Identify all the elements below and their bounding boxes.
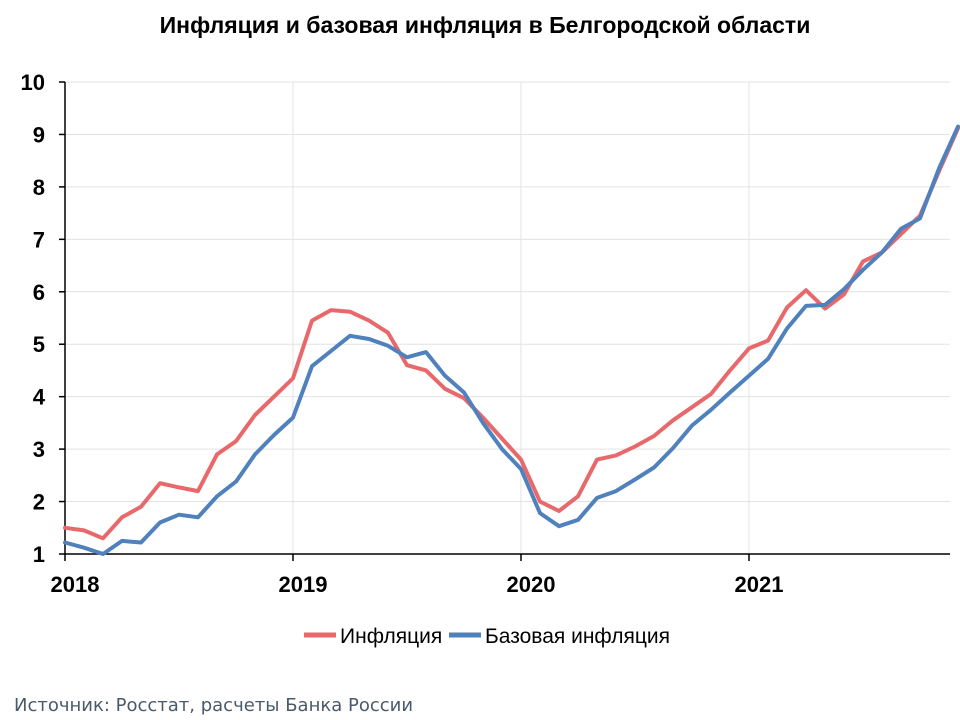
- legend-label-core-inflation: Базовая инфляция: [485, 625, 670, 648]
- y-tick-label: 5: [33, 332, 45, 357]
- y-tick-label: 1: [33, 542, 45, 567]
- y-tick-label: 8: [33, 175, 45, 200]
- x-tick-label: 2018: [51, 572, 100, 597]
- series-line-inflation: [63, 126, 960, 541]
- y-tick-label: 9: [33, 122, 45, 147]
- x-tick-label: 2019: [279, 572, 328, 597]
- series-lines: [63, 124, 960, 556]
- y-tick-label: 7: [33, 227, 45, 252]
- y-tick-label: 10: [21, 70, 45, 95]
- grid: [65, 81, 950, 554]
- axes: [59, 81, 950, 561]
- series-line-core-inflation: [63, 124, 960, 556]
- source-note: Источник: Росстат, расчеты Банка России: [14, 695, 413, 716]
- y-tick-labels: 1 2 3 4 5 6 7 8 9 10: [21, 70, 46, 567]
- y-tick-label: 2: [33, 490, 45, 515]
- legend: Инфляция Базовая инфляция: [304, 625, 670, 648]
- x-tick-label: 2020: [507, 572, 556, 597]
- x-tick-label: 2021: [735, 572, 784, 597]
- x-tick-labels: 2018 2019 2020 2021: [51, 572, 784, 597]
- y-tick-label: 6: [33, 280, 45, 305]
- y-tick-label: 4: [33, 385, 46, 410]
- legend-label-inflation: Инфляция: [340, 625, 442, 648]
- chart-title: Инфляция и базовая инфляция в Белгородск…: [160, 12, 811, 38]
- y-tick-label: 3: [33, 437, 45, 462]
